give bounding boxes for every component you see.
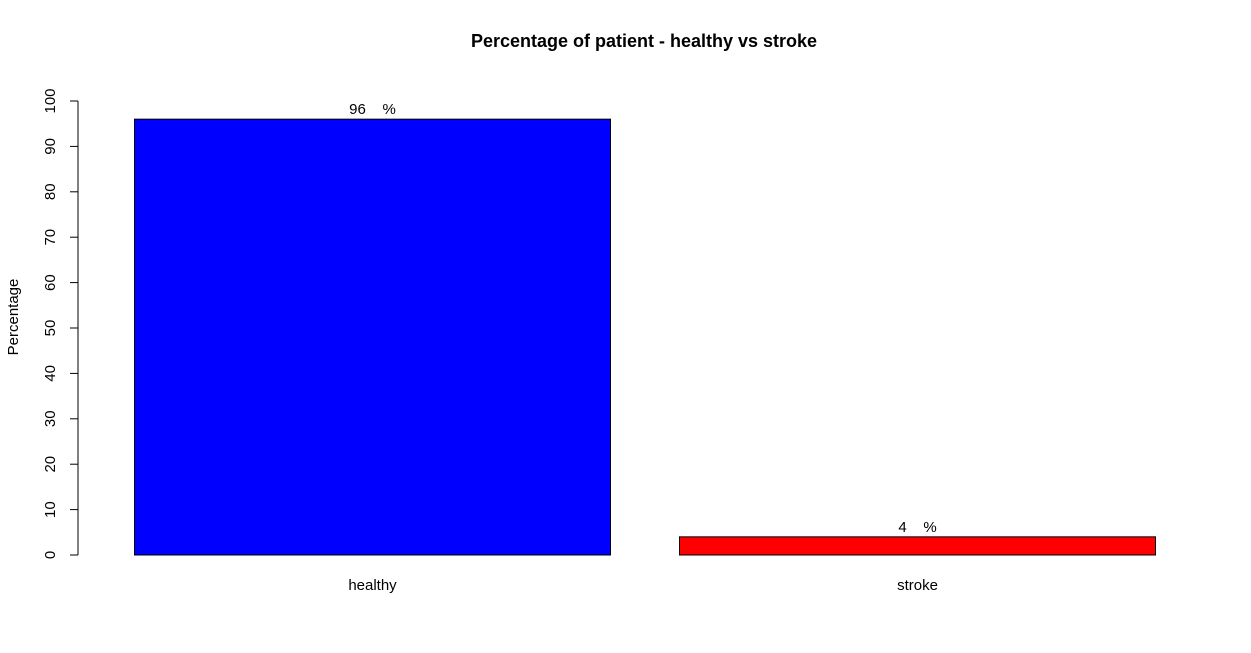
category-labels: healthy stroke bbox=[348, 577, 938, 594]
y-tick-label: 20 bbox=[42, 456, 59, 473]
y-tick-label: 30 bbox=[42, 410, 59, 427]
y-axis-label: Percentage bbox=[5, 279, 22, 356]
y-tick-label: 90 bbox=[42, 138, 59, 155]
y-tick-label: 50 bbox=[42, 320, 59, 337]
bar-stroke bbox=[679, 536, 1156, 556]
y-axis-ticks: 0 10 20 30 40 50 60 70 80 90 100 bbox=[42, 88, 78, 559]
y-tick-label: 80 bbox=[42, 183, 59, 200]
y-tick-label: 0 bbox=[42, 551, 59, 559]
data-label-stroke: 4 % bbox=[898, 519, 936, 536]
data-label-healthy: 96 % bbox=[349, 101, 396, 118]
y-tick-label: 60 bbox=[42, 274, 59, 291]
chart-title: Percentage of patient - healthy vs strok… bbox=[471, 31, 817, 51]
y-tick-label: 10 bbox=[42, 501, 59, 518]
bar-healthy bbox=[134, 118, 611, 556]
bars bbox=[134, 118, 1156, 556]
y-tick-label: 100 bbox=[42, 88, 59, 113]
y-tick-label: 70 bbox=[42, 229, 59, 246]
category-label-stroke: stroke bbox=[897, 577, 938, 594]
y-tick-label: 40 bbox=[42, 365, 59, 382]
category-label-healthy: healthy bbox=[348, 577, 397, 594]
data-labels: 96 % 4 % bbox=[349, 101, 937, 536]
